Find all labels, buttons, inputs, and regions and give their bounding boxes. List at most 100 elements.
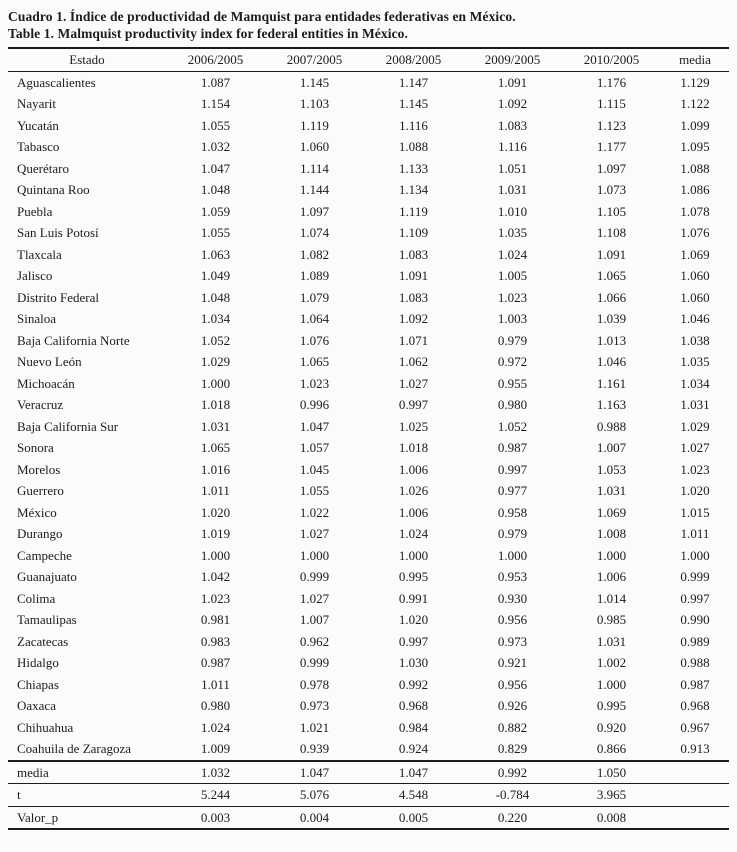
value-cell: 0.981 — [200, 612, 231, 627]
row-label-cell: Hidalgo — [17, 655, 59, 670]
value-cell: 0.930 — [497, 590, 528, 606]
value-cell: 0.005 — [398, 809, 429, 825]
value-cell: 1.011 — [680, 526, 710, 541]
table-row: Guerrero 1.011 1.055 1.026 0.977 1.031 1.020 — [8, 480, 729, 502]
value-cell: 1.024 — [497, 246, 528, 262]
row-label-cell: Baja California Sur — [17, 418, 119, 434]
value-cell: 1.018 — [398, 440, 429, 455]
value-cell: 1.097 — [596, 160, 627, 176]
value-cell: 0.997 — [680, 590, 710, 606]
value-cell: 0.990 — [680, 612, 710, 627]
caption-spanish: Cuadro 1. Índice de productividad de Mam… — [8, 9, 516, 24]
value-cell: 1.119 — [399, 203, 428, 219]
table-body: Aguascalientes 1.087 1.145 1.147 1.091 1.176 1… — [8, 71, 729, 762]
row-label-cell: Tlaxcala — [17, 246, 62, 262]
value-cell: 1.020 — [200, 504, 231, 520]
value-cell: 1.147 — [398, 74, 429, 90]
row-label-cell: Oaxaca — [17, 698, 56, 713]
row-label-cell: Nayarit — [17, 96, 56, 111]
value-cell: 1.000 — [680, 547, 710, 563]
value-cell: 1.027 — [299, 526, 330, 541]
value-cell: 1.091 — [398, 268, 429, 283]
value-cell: 1.018 — [200, 397, 231, 412]
value-cell: 1.026 — [398, 483, 429, 498]
value-cell: 1.014 — [596, 590, 627, 606]
value-cell: 0.979 — [497, 526, 528, 541]
row-label-cell: Tamaulipas — [17, 612, 77, 627]
table-header: Estado 2006/2005 2007/2005 2008/2005 2009/20… — [8, 48, 729, 72]
value-cell: 1.071 — [398, 332, 429, 348]
row-label-cell: Durango — [17, 526, 63, 541]
table-row: Morelos 1.016 1.045 1.006 0.997 1.053 1.023 — [8, 459, 729, 481]
value-cell: 1.092 — [497, 96, 528, 111]
value-cell: 1.087 — [200, 74, 231, 90]
table-row: Veracruz 1.018 0.996 0.997 0.980 1.163 1.031 — [8, 394, 729, 416]
row-label-cell: Sonora — [17, 440, 54, 455]
value-cell: 1.051 — [497, 160, 528, 176]
row-label-cell: Veracruz — [17, 397, 64, 412]
value-cell: 1.079 — [299, 289, 330, 305]
value-cell: 1.046 — [596, 354, 627, 369]
value-cell: 1.069 — [596, 504, 627, 520]
value-cell: 0.972 — [497, 354, 528, 369]
column-header-2009-2005: 2009/2005 — [463, 48, 562, 72]
row-label-cell: Chihuahua — [17, 719, 74, 735]
value-cell: 1.013 — [596, 332, 627, 348]
summary-row: Valor_p 0.003 0.004 0.005 0.220 0.008 — [8, 806, 729, 829]
value-cell: 0.979 — [497, 332, 528, 348]
value-cell: 1.161 — [596, 375, 627, 391]
value-cell: 1.016 — [200, 461, 231, 477]
row-label-cell: Yucatán — [17, 117, 59, 133]
value-cell: 0.003 — [200, 809, 231, 825]
value-cell: 1.076 — [299, 332, 330, 348]
value-cell: 1.076 — [680, 225, 710, 240]
value-cell: 4.548 — [364, 783, 463, 807]
table-row: Baja California Norte 1.052 1.076 1.071 0.97… — [8, 330, 729, 352]
value-cell: 0.999 — [680, 569, 710, 584]
value-cell: 1.005 — [497, 268, 528, 283]
value-cell: 1.091 — [596, 246, 627, 262]
value-cell: 1.069 — [680, 246, 710, 262]
value-cell: 1.059 — [200, 203, 231, 219]
value-cell: 0.997 — [497, 461, 528, 477]
table-row: Durango 1.019 1.027 1.024 0.979 1.008 1.011 — [8, 523, 729, 545]
value-cell: 1.074 — [299, 225, 330, 240]
table-row: Jalisco 1.049 1.089 1.091 1.005 1.065 1.060 — [8, 265, 729, 287]
value-cell: 1.000 — [596, 547, 627, 563]
value-cell: 0.008 — [596, 809, 627, 825]
table-row: Nuevo León 1.029 1.065 1.062 0.972 1.046 1.035 — [8, 351, 729, 373]
value-cell: 1.021 — [299, 719, 330, 735]
summary-row: media 1.032 1.047 1.047 0.992 1.050 — [8, 760, 729, 784]
value-cell: 1.027 — [299, 590, 330, 606]
value-cell: 0.989 — [680, 633, 710, 649]
value-cell: 1.034 — [680, 375, 710, 391]
value-cell: 1.003 — [497, 311, 528, 326]
value-cell: 1.030 — [398, 655, 429, 670]
value-cell: 1.031 — [497, 182, 528, 197]
value-cell: 1.027 — [680, 440, 710, 455]
value-cell: 0.220 — [497, 809, 528, 825]
value-cell: 1.115 — [597, 96, 626, 111]
value-cell: 0.983 — [200, 633, 231, 649]
value-cell: 5.244 — [166, 783, 265, 807]
value-cell — [661, 783, 729, 807]
value-cell: 0.977 — [497, 483, 528, 498]
value-cell — [661, 760, 729, 784]
value-cell: 0.882 — [497, 719, 528, 735]
value-cell: 1.048 — [200, 182, 231, 197]
value-cell: 0.866 — [562, 738, 661, 762]
value-cell: 0.958 — [497, 504, 528, 520]
value-cell: 1.006 — [398, 461, 429, 477]
value-cell: 1.029 — [200, 354, 231, 369]
value-cell: 1.025 — [398, 418, 429, 434]
value-cell: 1.123 — [596, 117, 627, 133]
value-cell: 1.002 — [596, 655, 627, 670]
column-header-2007-2005: 2007/2005 — [265, 48, 364, 72]
value-cell: 1.008 — [596, 526, 627, 541]
value-cell: 1.091 — [497, 74, 528, 90]
table-row: Tlaxcala 1.063 1.082 1.083 1.024 1.091 1.069 — [8, 244, 729, 266]
value-cell: 0.999 — [299, 569, 330, 584]
row-label-cell: Querétaro — [17, 160, 69, 176]
value-cell: 0.999 — [299, 655, 330, 670]
value-cell: 0.987 — [680, 676, 710, 692]
